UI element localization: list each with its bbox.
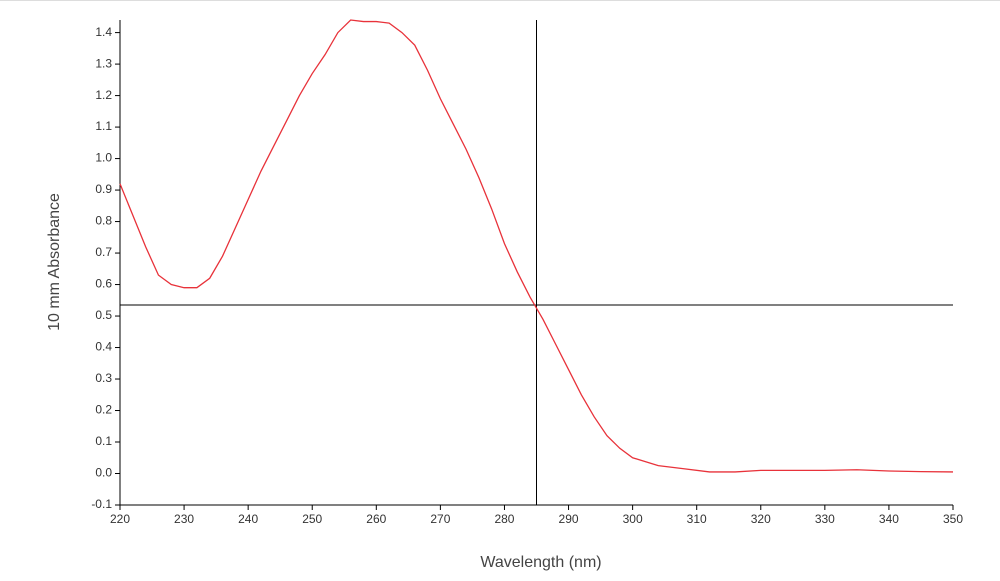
y-tick-label: 0.6 xyxy=(95,277,112,291)
y-tick-label: 0.7 xyxy=(95,245,112,259)
x-tick-label: 290 xyxy=(559,512,579,526)
y-tick-label: 0.9 xyxy=(95,182,112,196)
y-tick-label: -0.1 xyxy=(91,497,112,511)
x-tick-label: 230 xyxy=(174,512,194,526)
x-tick-label: 250 xyxy=(302,512,322,526)
x-tick-label: 350 xyxy=(943,512,963,526)
x-tick-label: 310 xyxy=(687,512,707,526)
y-axis-title: 10 mm Absorbance xyxy=(46,193,63,331)
y-tick-label: 1.0 xyxy=(95,151,112,165)
y-tick-label: 0.8 xyxy=(95,214,112,228)
y-tick-label: 0.3 xyxy=(95,371,112,385)
x-tick-label: 340 xyxy=(879,512,899,526)
y-tick-label: 0.4 xyxy=(95,340,112,354)
y-tick-label: 1.2 xyxy=(95,88,112,102)
x-tick-label: 260 xyxy=(366,512,386,526)
y-tick-label: 0.2 xyxy=(95,403,112,417)
y-tick-label: 0.5 xyxy=(95,308,112,322)
x-tick-label: 300 xyxy=(623,512,643,526)
y-tick-label: 1.1 xyxy=(95,119,112,133)
x-tick-label: 240 xyxy=(238,512,258,526)
x-tick-label: 320 xyxy=(751,512,771,526)
spectrum-line xyxy=(119,19,954,473)
y-tick-label: 1.3 xyxy=(95,56,112,70)
x-axis-title: Wavelength (nm) xyxy=(480,554,601,571)
y-tick-label: 0.1 xyxy=(95,434,112,448)
y-tick-label: 0.0 xyxy=(95,466,112,480)
x-tick-label: 270 xyxy=(430,512,450,526)
x-tick-label: 280 xyxy=(494,512,514,526)
x-tick-label: 330 xyxy=(815,512,835,526)
x-tick-label: 220 xyxy=(110,512,130,526)
y-tick-label: 1.4 xyxy=(95,25,112,39)
